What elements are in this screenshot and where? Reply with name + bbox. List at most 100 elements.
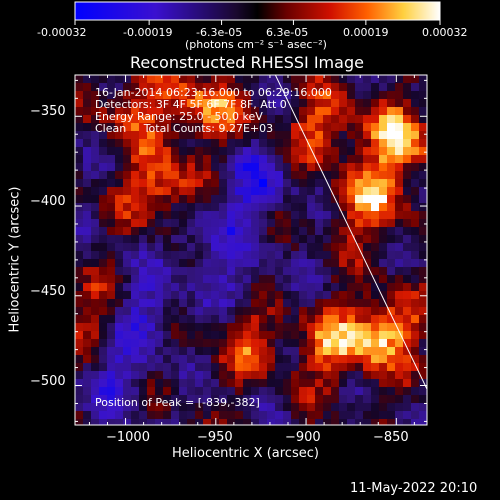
heatmap-cell bbox=[395, 219, 403, 227]
heatmap-cell bbox=[347, 403, 355, 411]
heatmap-cell bbox=[315, 211, 323, 219]
heatmap-cell bbox=[171, 83, 179, 91]
heatmap-cell bbox=[275, 187, 283, 195]
heatmap-cell bbox=[243, 243, 251, 251]
heatmap-cell bbox=[403, 187, 411, 195]
heatmap-cell bbox=[411, 219, 419, 227]
heatmap-cell bbox=[395, 419, 403, 425]
colorbar bbox=[74, 1, 441, 25]
heatmap-cell bbox=[131, 107, 139, 115]
heatmap-cell bbox=[315, 115, 323, 123]
heatmap-cell bbox=[163, 219, 171, 227]
heatmap-cell bbox=[211, 291, 219, 299]
heatmap-cell bbox=[235, 371, 243, 379]
heatmap-cell bbox=[171, 131, 179, 139]
colorbar-gradient bbox=[74, 1, 441, 21]
heatmap-cell bbox=[219, 179, 227, 187]
heatmap-cell bbox=[299, 75, 307, 83]
heatmap-cell bbox=[307, 195, 315, 203]
heatmap-cell bbox=[331, 379, 339, 387]
heatmap-cell bbox=[107, 331, 115, 339]
heatmap-cell bbox=[139, 339, 147, 347]
heatmap-cell bbox=[371, 155, 379, 163]
heatmap-cell bbox=[419, 115, 427, 123]
heatmap-cell bbox=[291, 387, 299, 395]
heatmap-cell bbox=[155, 283, 163, 291]
heatmap-cell bbox=[147, 155, 155, 163]
heatmap-cell bbox=[363, 243, 371, 251]
heatmap-cell bbox=[147, 267, 155, 275]
heatmap-cell bbox=[363, 355, 371, 363]
heatmap-cell bbox=[251, 155, 259, 163]
heatmap-cell bbox=[75, 419, 83, 425]
heatmap-cell bbox=[315, 283, 323, 291]
heatmap-cell bbox=[363, 99, 371, 107]
heatmap-cell bbox=[91, 347, 99, 355]
heatmap-cell bbox=[419, 339, 427, 347]
heatmap-cell bbox=[411, 163, 419, 171]
heatmap-cell bbox=[91, 371, 99, 379]
heatmap-cell bbox=[187, 211, 195, 219]
heatmap-cell bbox=[187, 379, 195, 387]
heatmap-cell bbox=[139, 211, 147, 219]
heatmap-cell bbox=[75, 235, 83, 243]
heatmap-cell bbox=[275, 267, 283, 275]
heatmap-cell bbox=[155, 163, 163, 171]
heatmap-cell bbox=[123, 259, 131, 267]
heatmap-cell bbox=[179, 91, 187, 99]
heatmap-cell bbox=[331, 371, 339, 379]
heatmap-cell bbox=[315, 155, 323, 163]
heatmap-cell bbox=[251, 115, 259, 123]
heatmap-cell bbox=[387, 99, 395, 107]
heatmap-cell bbox=[315, 267, 323, 275]
heatmap-cell bbox=[131, 411, 139, 419]
heatmap-cell bbox=[251, 299, 259, 307]
heatmap-cell bbox=[163, 339, 171, 347]
heatmap-cell bbox=[339, 403, 347, 411]
heatmap-cell bbox=[107, 203, 115, 211]
heatmap-cell bbox=[403, 315, 411, 323]
heatmap-cell bbox=[395, 275, 403, 283]
heatmap-cell bbox=[363, 283, 371, 291]
heatmap-cell bbox=[379, 315, 387, 323]
heatmap-cell bbox=[83, 331, 91, 339]
heatmap-cell bbox=[299, 275, 307, 283]
heatmap-cell bbox=[123, 307, 131, 315]
heatmap-cell bbox=[75, 363, 83, 371]
heatmap-cell bbox=[227, 235, 235, 243]
heatmap-cell bbox=[83, 83, 91, 91]
heatmap-cell bbox=[275, 403, 283, 411]
heatmap-cell bbox=[355, 371, 363, 379]
heatmap-cell bbox=[155, 275, 163, 283]
heatmap-cell bbox=[275, 219, 283, 227]
heatmap-cell bbox=[355, 299, 363, 307]
heatmap-cell bbox=[323, 403, 331, 411]
heatmap-cell bbox=[299, 107, 307, 115]
heatmap-cell bbox=[99, 339, 107, 347]
heatmap-cell bbox=[139, 411, 147, 419]
heatmap-cell bbox=[299, 315, 307, 323]
heatmap-cell bbox=[291, 195, 299, 203]
heatmap-cell bbox=[227, 131, 235, 139]
heatmap-cell bbox=[251, 147, 259, 155]
heatmap-cell bbox=[139, 195, 147, 203]
heatmap-cell bbox=[363, 107, 371, 115]
heatmap-cell bbox=[243, 99, 251, 107]
heatmap-cell bbox=[379, 187, 387, 195]
heatmap-cell bbox=[331, 307, 339, 315]
heatmap-cell bbox=[339, 235, 347, 243]
heatmap-cell bbox=[131, 139, 139, 147]
heatmap-plot bbox=[74, 74, 428, 426]
heatmap-cell bbox=[395, 411, 403, 419]
heatmap-cell bbox=[323, 115, 331, 123]
heatmap-cell bbox=[347, 211, 355, 219]
heatmap-cell bbox=[315, 171, 323, 179]
heatmap-cell bbox=[379, 291, 387, 299]
heatmap-cell bbox=[227, 363, 235, 371]
heatmap-cell bbox=[171, 187, 179, 195]
heatmap-cell bbox=[283, 171, 291, 179]
heatmap-cell bbox=[395, 395, 403, 403]
heatmap-cell bbox=[251, 227, 259, 235]
heatmap-cell bbox=[299, 339, 307, 347]
heatmap-cell bbox=[83, 75, 91, 83]
